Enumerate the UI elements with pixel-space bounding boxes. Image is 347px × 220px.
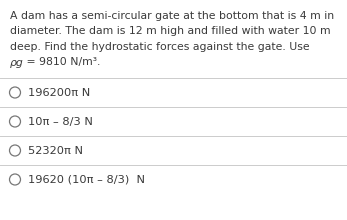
Text: 52320π N: 52320π N bbox=[28, 145, 83, 156]
Text: deep. Find the hydrostatic forces against the gate. Use: deep. Find the hydrostatic forces agains… bbox=[10, 42, 310, 52]
Text: 10π – 8/3 N: 10π – 8/3 N bbox=[28, 117, 93, 126]
Text: diameter. The dam is 12 m high and filled with water 10 m: diameter. The dam is 12 m high and fille… bbox=[10, 26, 331, 37]
Text: 196200π N: 196200π N bbox=[28, 88, 90, 97]
Text: = 9810 N/m³.: = 9810 N/m³. bbox=[23, 57, 100, 68]
Text: 19620 (10π – 8/3)  N: 19620 (10π – 8/3) N bbox=[28, 174, 145, 185]
Text: A dam has a semi-circular gate at the bottom that is 4 m in: A dam has a semi-circular gate at the bo… bbox=[10, 11, 334, 21]
Text: ρg: ρg bbox=[10, 57, 24, 68]
